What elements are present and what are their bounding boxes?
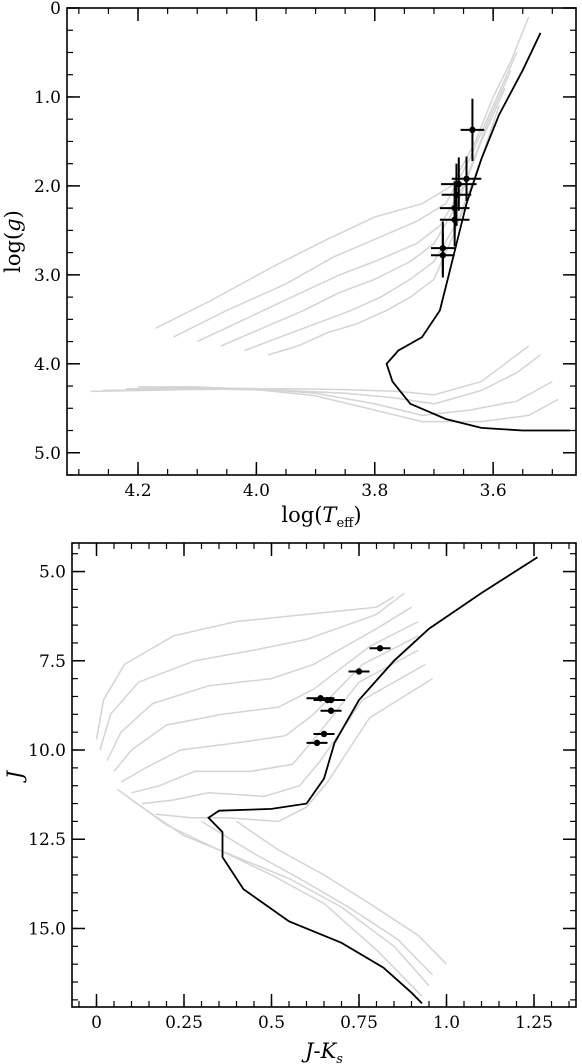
bottom-y-tick-label-3: 12.5 xyxy=(28,830,66,850)
bottom-observation-point-0 xyxy=(376,645,384,652)
top-observation-point-0 xyxy=(469,126,476,134)
bottom-x-tick-label-0: 0 xyxy=(91,1013,102,1033)
bottom-isochrone-grey-7 xyxy=(155,677,433,823)
bottom-isochrone-grey-11 xyxy=(236,820,448,965)
bottom-isochrone-grey-10 xyxy=(201,820,434,976)
bottom-observation-0 xyxy=(369,645,391,652)
top-x-axis-label-prefix: log( xyxy=(281,503,322,527)
top-observation-point-1 xyxy=(463,175,470,182)
bottom-x-axis-label-K: K xyxy=(320,1039,338,1063)
bottom-observation-point-4 xyxy=(324,696,331,704)
bottom-x-axis-label-dash: - xyxy=(313,1039,320,1063)
bottom-isochrone-grey-4 xyxy=(120,635,419,783)
top-x-tick-label-1: 4.0 xyxy=(243,481,270,501)
top-observation-0 xyxy=(460,98,485,161)
top-isochrone-grey-5 xyxy=(173,52,518,338)
top-x-axis-label-suffix: ) xyxy=(353,503,361,527)
bottom-isochrone-grey-8 xyxy=(117,788,423,997)
top-x-tick-label-2: 3.8 xyxy=(361,481,388,501)
bottom-isochrone-grey-1 xyxy=(99,592,405,751)
top-observation-point-7 xyxy=(439,252,447,259)
bottom-isochrone-grey-0 xyxy=(95,595,395,740)
bottom-x-tick-label-5: 1.25 xyxy=(515,1013,553,1033)
bottom-observation-point-5 xyxy=(327,707,335,714)
bottom-x-axis-label: J-Ks xyxy=(301,1039,343,1064)
top-isochrone-grey-7 xyxy=(220,87,506,347)
top-y-tick-label-1: 1.0 xyxy=(34,88,61,108)
bottom-isochrone-grey-6 xyxy=(141,663,426,805)
top-y-tick-label-0: 0 xyxy=(50,0,61,19)
bottom-observation-5 xyxy=(320,707,342,714)
top-isochrone-grey-1 xyxy=(102,354,541,405)
bottom-axis-ticks: 0 0.25 0.5 0.75 1.0 1.25 5.0 7.5 10.0 12.5 15.0 xyxy=(28,543,576,1033)
top-plot-frame xyxy=(66,7,577,476)
top-isochrone-grey-3 xyxy=(138,386,559,423)
top-observation-point-5 xyxy=(451,216,458,223)
top-isochrone-grey-6 xyxy=(196,69,512,343)
top-observation-7 xyxy=(430,233,455,278)
bottom-x-tick-label-4: 1.0 xyxy=(433,1013,460,1033)
bottom-observation-4 xyxy=(313,696,342,704)
bottom-x-axis-label-J: J xyxy=(301,1039,315,1063)
top-y-tick-label-5: 5.0 xyxy=(34,444,61,464)
top-y-axis-label-suffix: ) xyxy=(1,210,25,218)
top-x-axis-label-T: T xyxy=(322,503,338,527)
top-isochrone-grey-8 xyxy=(244,105,500,352)
bottom-x-tick-label-2: 0.5 xyxy=(258,1013,285,1033)
top-x-axis-label-sub: eff xyxy=(336,516,355,531)
top-y-axis-label-g: g xyxy=(1,218,25,231)
bottom-x-tick-label-1: 0.25 xyxy=(165,1013,203,1033)
top-y-axis-label-prefix: log( xyxy=(1,232,25,273)
top-y-axis-label: log(g) xyxy=(1,210,25,273)
top-axis-ticks: 4.2 4.0 3.8 3.6 0 1.0 2.0 3.0 4.0 5.0 xyxy=(34,0,576,501)
bottom-isochrone-grey-2 xyxy=(106,606,412,762)
top-panel: 4.2 4.0 3.8 3.601.02.03.04.05.0 log(Teff) l… xyxy=(1,0,577,531)
top-y-tick-label-3: 3.0 xyxy=(34,266,61,286)
top-observations xyxy=(430,98,485,278)
bottom-isochrone-grey-3 xyxy=(113,620,419,772)
top-isochrone-curves xyxy=(90,16,571,432)
bottom-y-tick-label-0: 5.0 xyxy=(39,563,66,583)
bottom-x-axis-label-sub: s xyxy=(336,1052,343,1064)
bottom-isochrone-grey-9 xyxy=(131,799,430,987)
bottom-isochrone-curves xyxy=(95,556,538,1005)
bottom-y-tick-label-2: 10.0 xyxy=(28,741,66,761)
top-x-tick-label-0: 4.2 xyxy=(124,481,151,501)
bottom-isochrone-highlight xyxy=(207,556,538,1005)
top-y-tick-label-2: 2.0 xyxy=(34,177,61,197)
bottom-observation-6 xyxy=(313,730,335,738)
bottom-observation-point-1 xyxy=(355,668,363,675)
bottom-observation-7 xyxy=(306,739,328,747)
bottom-observation-point-6 xyxy=(320,730,328,738)
top-x-axis-label: log(Teff) xyxy=(281,503,361,531)
top-x-tick-label-3: 3.6 xyxy=(480,481,507,501)
bottom-y-tick-label-4: 15.0 xyxy=(28,919,66,939)
bottom-panel: 0 0.25 0.5 0.75 1.0 1.255.07.510.012.515.0 J-… xyxy=(3,542,577,1064)
bottom-y-tick-label-1: 7.5 xyxy=(39,652,66,672)
bottom-observations xyxy=(306,645,391,747)
bottom-observation-point-7 xyxy=(313,739,321,747)
bottom-x-tick-label-3: 0.75 xyxy=(340,1013,378,1033)
top-isochrone-grey-4 xyxy=(155,16,530,329)
bottom-isochrone-grey-5 xyxy=(131,649,419,794)
top-isochrone-highlight xyxy=(385,32,571,432)
bottom-observation-1 xyxy=(348,668,370,675)
top-y-tick-label-4: 4.0 xyxy=(34,355,61,375)
top-observation-5 xyxy=(439,193,470,247)
bottom-y-axis-label: J xyxy=(3,769,27,783)
